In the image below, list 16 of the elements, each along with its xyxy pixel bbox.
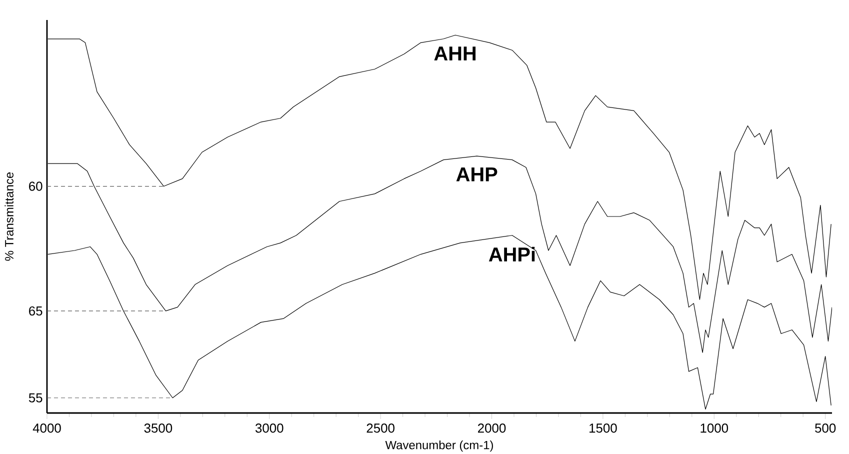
x-tick-label: 4000: [32, 424, 61, 433]
series-label: AHP: [456, 168, 498, 182]
annotation: 65: [29, 306, 42, 316]
x-tick-label: 1500: [590, 424, 617, 433]
x-tick-label: 3000: [255, 424, 284, 433]
x-tick-label: 500: [815, 424, 836, 433]
x-tick-label: 1000: [700, 424, 728, 433]
y-axis-title: % Transmittance: [4, 172, 14, 261]
annotation: 55: [28, 393, 42, 402]
series-label: AHH: [434, 46, 476, 60]
x-tick-label: 2000: [478, 424, 506, 433]
series-label: AHPi: [488, 246, 535, 262]
annotation: 60: [29, 182, 42, 191]
x-tick-label: 2500: [366, 424, 394, 433]
x-axis-title: Wavenumber (cm-1): [385, 440, 493, 452]
x-tick-label: 3500: [144, 424, 172, 433]
